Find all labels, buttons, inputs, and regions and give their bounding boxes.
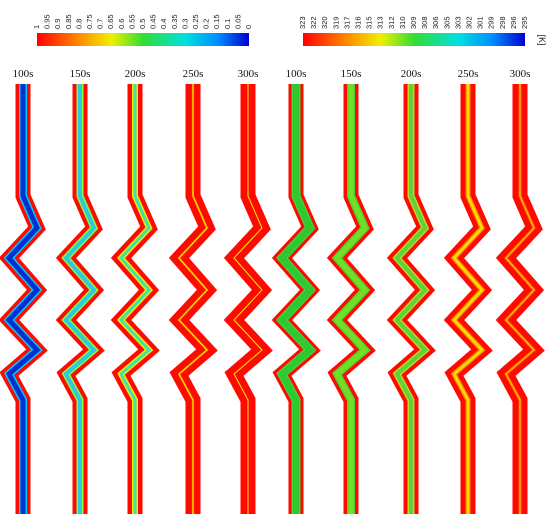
colorbar-fraction-tick-label: 0.75: [85, 14, 94, 29]
colorbar-temperature-tick-label: 313: [376, 16, 385, 29]
colorbar-fraction-tick-label: 0.55: [127, 14, 136, 29]
colorbar-fraction-tick-label: 0.8: [74, 19, 83, 29]
colorbar-fraction-tick-label: 0.65: [106, 14, 115, 29]
colorbar-fraction-ticks: 1 0.95 0.9 0.85 0.8 0.75 0.7 0.65 0.6 0.55 0.5 0.45…: [32, 14, 253, 29]
colorbar-temperature-unit: [K]: [537, 34, 547, 45]
colorbar-temperature-tick-label: 308: [420, 16, 429, 29]
colorbar-temperature-tick-label: 299: [487, 16, 496, 29]
colorbar-fraction-tick-label: 0.25: [191, 14, 200, 29]
colorbar-fraction-tick-label: 0.95: [43, 14, 52, 29]
colorbar-fraction-tick-label: 0.15: [212, 14, 221, 29]
fraction-panel-label: 150s: [70, 68, 91, 80]
temperature-panel: 150s: [326, 68, 376, 514]
colorbar-fraction: 1 0.95 0.9 0.85 0.8 0.75 0.7 0.65 0.6 0.55 0.5 0.45…: [32, 14, 253, 46]
colorbar-temperature-tick-label: 312: [387, 16, 396, 29]
colorbar-temperature-tick-label: 315: [365, 16, 374, 29]
colorbar-temperature-tick-label: 306: [431, 16, 440, 29]
channel-core: [63, 84, 97, 514]
fraction-panel-label: 200s: [125, 68, 146, 80]
temperature-panel: 250s: [443, 68, 493, 514]
colorbar-temperature-tick-label: 303: [453, 16, 462, 29]
colorbar-temperature-tick-label: 301: [476, 16, 485, 29]
colorbar-temperature-tick-label: 322: [309, 16, 318, 29]
colorbar-fraction-tick-label: 0.35: [170, 14, 179, 29]
colorbar-temperature-tick-label: 295: [520, 16, 529, 29]
colorbar-fraction-tick-label: 0.3: [180, 19, 189, 29]
colorbar-fraction-tick-label: 1: [32, 25, 41, 29]
channel-core: [5, 84, 41, 514]
colorbar-temperature-tick-label: 309: [409, 16, 418, 29]
fraction-panel: 100s: [0, 68, 48, 514]
channel-core: [277, 84, 315, 514]
channel-core: [233, 84, 263, 514]
fraction-panel: 250s: [168, 68, 218, 514]
colorbar-fraction-tick-label: 0.45: [149, 14, 158, 29]
fraction-panel: 300s: [223, 68, 273, 514]
colorbar-fraction-tick-label: 0: [244, 25, 253, 29]
channel-core: [394, 84, 428, 514]
colorbar-temperature-tick-label: 320: [320, 16, 329, 29]
channel-core: [177, 84, 209, 514]
temperature-panel-label: 300s: [510, 68, 531, 80]
fraction-panel-label: 100s: [13, 68, 34, 80]
temperature-panel: 200s: [386, 68, 436, 514]
temperature-panel: 100s: [271, 68, 321, 514]
fraction-panel-label: 250s: [183, 68, 204, 80]
colorbar-fraction-tick-label: 0.85: [64, 14, 73, 29]
colorbar-fraction-tick-label: 0.6: [117, 19, 126, 29]
colorbar-temperature: 323 322 320 319 317 316 315 313 312 310 309 308 306 3…: [298, 16, 547, 46]
temperature-panel-label: 200s: [401, 68, 422, 80]
colorbar-temperature-tick-label: 317: [342, 16, 351, 29]
colorbar-fraction-tick-label: 0.05: [233, 14, 242, 29]
colorbar-temperature-tick-label: 305: [442, 16, 451, 29]
channel-core: [118, 84, 152, 514]
colorbar-temperature-tick-label: 298: [498, 16, 507, 29]
channel-core: [504, 84, 536, 514]
colorbar-fraction-tick-label: 0.5: [138, 19, 147, 29]
fraction-panel: 200s: [110, 68, 160, 514]
colorbar-temperature-tick-label: 302: [465, 16, 474, 29]
colorbar-fraction-tick-label: 0.7: [96, 19, 105, 29]
fraction-panel-label: 300s: [238, 68, 259, 80]
colorbar-fraction-tick-label: 0.1: [223, 19, 232, 29]
channel-core: [333, 84, 369, 514]
colorbar-temperature-tick-label: 296: [509, 16, 518, 29]
colorbar-temperature-tick-label: 319: [331, 16, 340, 29]
colorbar-fraction-tick-label: 0.4: [159, 19, 168, 29]
colorbar-fraction-tick-label: 0.2: [202, 19, 211, 29]
colorbar-temperature-ticks: 323 322 320 319 317 316 315 313 312 310 309 308 306 3…: [298, 16, 529, 29]
colorbar-temperature-tick-label: 310: [398, 16, 407, 29]
colorbar-temperature-tick-label: 316: [354, 16, 363, 29]
temperature-panel-label: 100s: [286, 68, 307, 80]
colorbar-fraction-gradient: [37, 33, 249, 46]
fraction-panel: 150s: [55, 68, 105, 514]
temperature-panel-label: 250s: [458, 68, 479, 80]
colorbar-fraction-tick-label: 0.9: [53, 19, 62, 29]
colorbar-temperature-gradient: [303, 33, 525, 46]
channel-panels: 100s 150s 200s 250s 300s 100s 150s 200s 250s 300s: [0, 68, 545, 514]
temperature-panel: 300s: [495, 68, 545, 514]
channel-core: [452, 84, 484, 514]
colorbar-temperature-tick-label: 323: [298, 16, 307, 29]
temperature-panel-label: 150s: [341, 68, 362, 80]
